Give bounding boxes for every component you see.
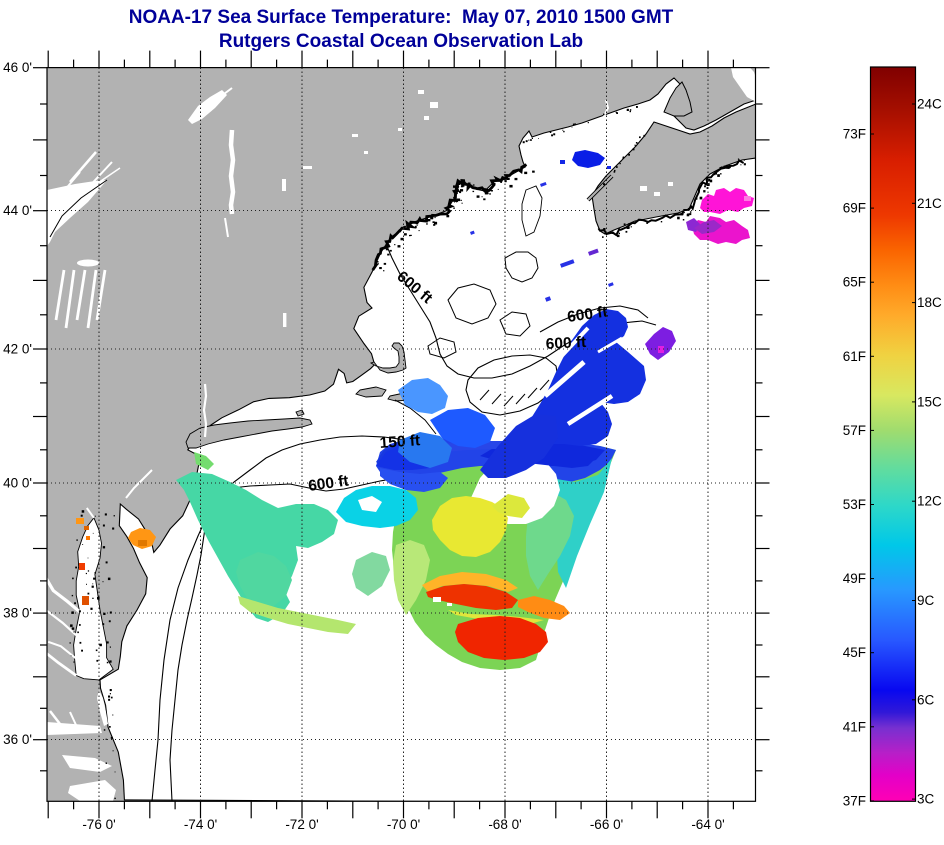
svg-text:36 0': 36 0'	[3, 732, 32, 747]
svg-text:69F: 69F	[843, 201, 866, 216]
svg-text:65F: 65F	[843, 275, 866, 290]
svg-text:49F: 49F	[843, 571, 866, 586]
svg-text:600 ft: 600 ft	[307, 472, 349, 494]
svg-text:-64 0': -64 0'	[691, 817, 724, 832]
svg-text:-66 0': -66 0'	[590, 817, 623, 832]
svg-text:44 0': 44 0'	[3, 203, 32, 218]
svg-text:61F: 61F	[843, 349, 866, 364]
svg-text:15C: 15C	[917, 394, 942, 409]
svg-text:-68 0': -68 0'	[488, 817, 521, 832]
svg-text:150 ft: 150 ft	[379, 432, 421, 452]
svg-text:-72 0': -72 0'	[285, 817, 318, 832]
svg-text:600 ft: 600 ft	[566, 303, 608, 325]
svg-text:-76 0': -76 0'	[82, 817, 115, 832]
svg-text:57F: 57F	[843, 423, 866, 438]
svg-text:53F: 53F	[843, 497, 866, 512]
svg-text:600 ft: 600 ft	[545, 334, 586, 353]
svg-text:42 0': 42 0'	[3, 342, 32, 357]
svg-text:73F: 73F	[843, 127, 866, 142]
svg-text:46 0': 46 0'	[3, 60, 32, 75]
svg-text:-74 0': -74 0'	[184, 817, 217, 832]
svg-text:NOAA-17 Sea Surface Temperatur: NOAA-17 Sea Surface Temperature: May 07,…	[129, 7, 674, 28]
svg-text:40 0': 40 0'	[3, 476, 32, 491]
svg-text:3C: 3C	[917, 792, 935, 807]
svg-text:12C: 12C	[917, 494, 942, 509]
svg-text:37F: 37F	[843, 793, 866, 808]
svg-text:9C: 9C	[917, 593, 935, 608]
svg-text:24C: 24C	[917, 97, 942, 112]
svg-text:Rutgers Coastal Ocean Observat: Rutgers Coastal Ocean Observation Lab	[219, 31, 583, 52]
svg-text:21C: 21C	[917, 196, 942, 211]
svg-text:18C: 18C	[917, 295, 942, 310]
svg-text:-70 0': -70 0'	[387, 817, 420, 832]
svg-text:6C: 6C	[917, 692, 935, 707]
svg-text:38 0': 38 0'	[3, 606, 32, 621]
svg-text:41F: 41F	[843, 719, 866, 734]
svg-text:45F: 45F	[843, 645, 866, 660]
